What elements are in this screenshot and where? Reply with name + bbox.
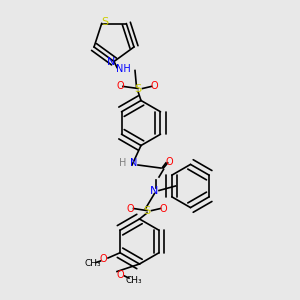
Text: O: O [100, 254, 107, 265]
Text: H: H [119, 158, 127, 169]
Text: O: O [166, 157, 173, 167]
Text: S: S [101, 17, 108, 27]
Text: O: O [116, 269, 124, 280]
Text: N: N [130, 158, 137, 169]
Text: O: O [160, 203, 167, 214]
Text: S: S [134, 83, 142, 94]
Text: N: N [150, 185, 159, 196]
Text: S: S [143, 206, 151, 216]
Text: O: O [127, 203, 134, 214]
Text: CH₃: CH₃ [125, 276, 142, 285]
Text: CH₃: CH₃ [85, 260, 101, 268]
Text: N: N [107, 56, 115, 67]
Text: NH: NH [116, 64, 130, 74]
Text: O: O [116, 81, 124, 92]
Text: O: O [151, 81, 158, 92]
